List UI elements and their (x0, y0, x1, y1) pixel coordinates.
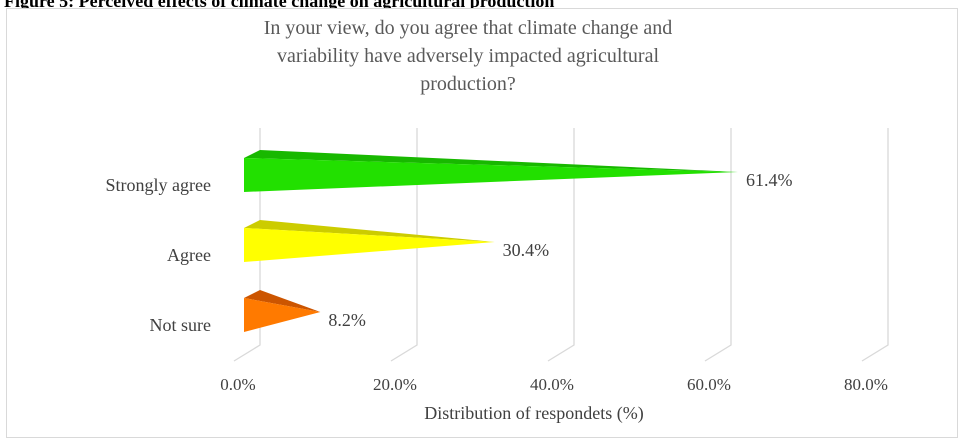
bar-top-0 (244, 150, 738, 172)
data-labels: 61.4% 30.4% 8.2% (328, 170, 792, 330)
x-tick-label-4: 80.0% (844, 375, 888, 394)
gridline-4 (861, 128, 889, 362)
category-label-1: Agree (167, 245, 211, 265)
gridline-0 (233, 128, 261, 362)
gridline-1 (390, 128, 418, 362)
x-tick-label-2: 40.0% (530, 375, 574, 394)
chart-title: In your view, do you agree that climate … (264, 17, 673, 95)
data-label-0: 61.4% (746, 170, 793, 190)
bar-0 (244, 158, 738, 192)
x-tick-labels: 0.0% 20.0% 40.0% 60.0% 80.0% (220, 375, 888, 394)
gridlines (233, 128, 889, 362)
chart-frame (6, 8, 958, 438)
gridline-3 (704, 128, 732, 362)
x-tick-label-3: 60.0% (687, 375, 731, 394)
bars (244, 150, 738, 332)
data-label-1: 30.4% (503, 240, 550, 260)
chart-title-line-3: production? (420, 73, 516, 95)
chart-title-line-1: In your view, do you agree that climate … (264, 17, 673, 39)
bar-2 (244, 298, 321, 332)
gridline-2 (547, 128, 575, 362)
data-label-2: 8.2% (328, 310, 366, 330)
category-labels: Strongly agree Agree Not sure (106, 175, 211, 335)
x-tick-label-0: 0.0% (220, 375, 255, 394)
category-label-2: Not sure (150, 315, 212, 335)
x-axis-title: Distribution of respondets (%) (424, 403, 643, 424)
category-label-0: Strongly agree (106, 175, 211, 195)
bar-1 (244, 228, 495, 262)
figure-caption: Figure 5: Perceived effects of climate c… (4, 0, 555, 11)
bar-top-2 (244, 290, 321, 312)
x-tick-label-1: 20.0% (373, 375, 417, 394)
chart-title-line-2: variability have adversely impacted agri… (277, 45, 660, 67)
bar-top-1 (244, 220, 495, 242)
